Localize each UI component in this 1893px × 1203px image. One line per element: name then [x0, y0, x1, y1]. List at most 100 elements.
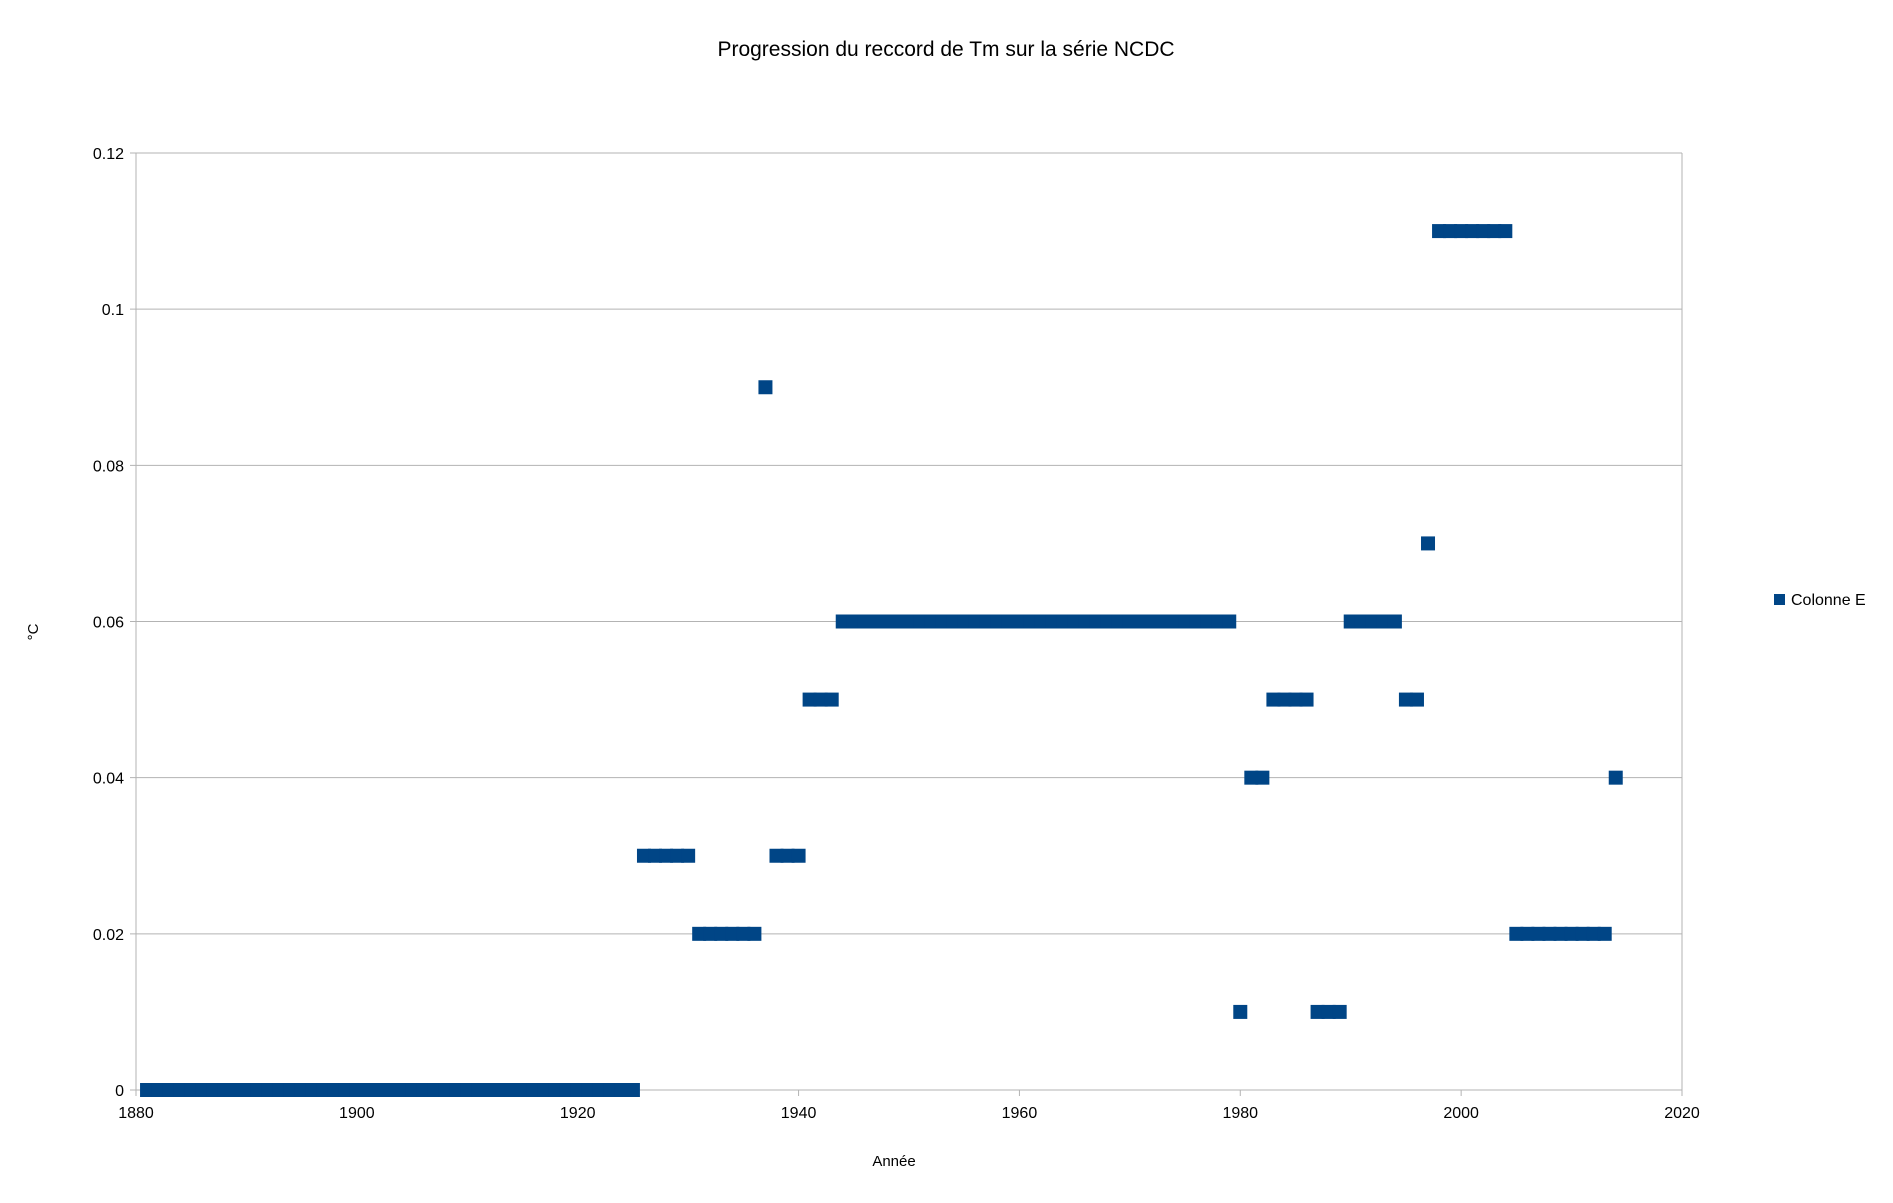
data-point	[1189, 614, 1204, 629]
data-point	[1343, 614, 1358, 629]
data-point	[1608, 770, 1623, 785]
data-point	[382, 1083, 397, 1097]
data-point	[824, 692, 839, 707]
data-point	[879, 614, 894, 629]
x-tick-label: 1940	[781, 1105, 817, 1122]
data-point	[239, 1083, 254, 1097]
data-point	[1078, 614, 1093, 629]
data-point	[1409, 692, 1424, 707]
x-tick-label: 1920	[560, 1105, 596, 1122]
data-point	[338, 1083, 353, 1097]
x-axis-ticks: 1880 1900 1920 1940 1960 1980 2000 2020	[118, 1105, 1700, 1122]
data-point	[394, 1083, 409, 1097]
legend-swatch	[1774, 594, 1785, 605]
data-point	[1376, 614, 1391, 629]
data-point	[1122, 614, 1137, 629]
data-point	[526, 1083, 541, 1097]
grid	[130, 152, 1682, 1091]
data-point	[570, 1083, 585, 1097]
data-point	[968, 614, 983, 629]
data-point	[493, 1083, 508, 1097]
data-point	[327, 1083, 342, 1097]
data-point	[714, 926, 729, 941]
y-axis-label: °C	[25, 623, 42, 640]
data-point	[1288, 692, 1303, 707]
data-point	[1531, 926, 1546, 941]
data-point	[592, 1083, 607, 1097]
data-point	[648, 848, 663, 863]
y-tick-label: 0.1	[102, 302, 124, 319]
data-point	[725, 926, 740, 941]
data-point	[868, 614, 883, 629]
data-point	[603, 1083, 618, 1097]
data-point	[316, 1083, 331, 1097]
data-point	[758, 380, 773, 395]
data-point	[1509, 926, 1524, 941]
data-point	[294, 1083, 309, 1097]
data-point	[1067, 614, 1082, 629]
data-point	[460, 1083, 475, 1097]
data-point	[802, 692, 817, 707]
data-point	[913, 614, 928, 629]
data-point	[1155, 614, 1170, 629]
y-tick-label: 0.08	[93, 458, 124, 475]
data-point	[1255, 770, 1270, 785]
data-point	[1487, 224, 1502, 239]
legend: Colonne E	[1774, 592, 1866, 609]
x-axis-label: Année	[872, 1153, 915, 1170]
data-point	[1432, 224, 1447, 239]
data-point	[1277, 692, 1292, 707]
data-point	[250, 1083, 265, 1097]
data-point	[1354, 614, 1369, 629]
data-point	[1045, 614, 1060, 629]
data-point	[1586, 926, 1601, 941]
data-point	[1520, 926, 1535, 941]
data-point	[1332, 1004, 1347, 1019]
data-point	[791, 848, 806, 863]
data-point	[1222, 614, 1237, 629]
data-point	[1266, 692, 1281, 707]
data-point	[548, 1083, 563, 1097]
data-point	[957, 614, 972, 629]
data-point	[1321, 1004, 1336, 1019]
data-point	[162, 1083, 177, 1097]
x-tick-label: 1880	[118, 1105, 154, 1122]
x-tick-label: 1980	[1222, 1105, 1258, 1122]
data-point	[1597, 926, 1612, 941]
data-point	[504, 1083, 519, 1097]
data-point	[1178, 614, 1193, 629]
data-point	[1100, 614, 1115, 629]
data-point	[857, 614, 872, 629]
data-point	[261, 1083, 276, 1097]
data-points	[140, 224, 1623, 1097]
x-tick-label: 2000	[1443, 1105, 1479, 1122]
data-point	[1244, 770, 1259, 785]
data-point	[1211, 614, 1226, 629]
data-point	[625, 1083, 640, 1097]
data-point	[581, 1083, 596, 1097]
data-point	[1498, 224, 1513, 239]
x-tick-label: 2020	[1664, 1105, 1700, 1122]
data-point	[416, 1083, 431, 1097]
data-point	[184, 1083, 199, 1097]
data-point	[1233, 1004, 1248, 1019]
data-point	[195, 1083, 210, 1097]
data-point	[515, 1083, 530, 1097]
data-point	[1133, 614, 1148, 629]
data-point	[681, 848, 696, 863]
data-point	[449, 1083, 464, 1097]
legend-label: Colonne E	[1791, 592, 1866, 609]
data-point	[272, 1083, 287, 1097]
data-point	[1454, 224, 1469, 239]
data-point	[846, 614, 861, 629]
y-axis-ticks: 0 0.02 0.04 0.06 0.08 0.1 0.12	[93, 146, 124, 1100]
data-point	[990, 614, 1005, 629]
data-point	[979, 614, 994, 629]
data-point	[1034, 614, 1049, 629]
data-point	[659, 848, 674, 863]
data-point	[813, 692, 828, 707]
data-point	[1200, 614, 1215, 629]
x-tick-label: 1960	[1002, 1105, 1038, 1122]
